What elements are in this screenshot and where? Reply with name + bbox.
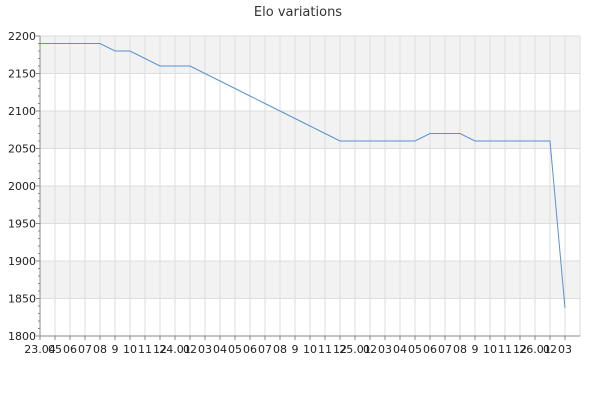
x-tick-label: 08 (453, 343, 467, 356)
x-tick-label: 10 (483, 343, 497, 356)
y-tick-label: 1850 (8, 293, 36, 306)
x-tick-label: 11 (138, 343, 152, 356)
chart-title: Elo variations (254, 5, 342, 20)
x-tick-label: 05 (408, 343, 422, 356)
x-tick-label: 12 (513, 343, 527, 356)
x-tick-label: 06 (423, 343, 437, 356)
x-tick-label: 07 (438, 343, 452, 356)
x-tick-label: 9 (292, 343, 299, 356)
x-tick-label: 03 (378, 343, 392, 356)
x-tick-label: 06 (243, 343, 257, 356)
x-tick-label: 25.01 (339, 343, 371, 356)
x-tick-label: 26.01 (519, 343, 551, 356)
x-tick-label: 24.01 (159, 343, 191, 356)
y-tick-label: 2200 (8, 30, 36, 43)
x-tick-label: 12 (153, 343, 167, 356)
x-tick-label: 08 (93, 343, 107, 356)
series-layer (40, 43, 566, 309)
x-tick-label: 02 (543, 343, 557, 356)
x-tick-label: 02 (363, 343, 377, 356)
x-tick-label: 9 (472, 343, 479, 356)
x-tick-label: 04 (213, 343, 227, 356)
x-tick-label: 11 (318, 343, 332, 356)
y-tick-label: 1900 (8, 255, 36, 268)
x-tick-label: 05 (228, 343, 242, 356)
x-tick-label: 05 (48, 343, 62, 356)
y-tick-label: 1800 (8, 330, 36, 343)
x-tick-label: 02 (183, 343, 197, 356)
x-tick-label: 11 (498, 343, 512, 356)
y-tick-label: 2100 (8, 105, 36, 118)
x-tick-label: 03 (558, 343, 572, 356)
x-tick-label: 12 (333, 343, 347, 356)
x-tick-label: 06 (63, 343, 77, 356)
x-tick-label: 03 (198, 343, 212, 356)
y-tick-label: 2150 (8, 68, 36, 81)
x-tick-label: 10 (123, 343, 137, 356)
y-axis: 1800 1850 1900 1950 2000 2050 2100 2150 2200 (8, 30, 41, 343)
x-tick-label: 07 (78, 343, 92, 356)
x-tick-label: 08 (273, 343, 287, 356)
x-tick-label: 07 (258, 343, 272, 356)
x-tick-label: 9 (112, 343, 119, 356)
y-tick-label: 2050 (8, 143, 36, 156)
x-tick-label: 23.04 (24, 343, 56, 356)
x-tick-label: 04 (393, 343, 407, 356)
y-tick-label: 2000 (8, 180, 36, 193)
x-tick-label: 10 (303, 343, 317, 356)
elo-series-line (40, 43, 566, 309)
y-tick-label: 1950 (8, 218, 36, 231)
